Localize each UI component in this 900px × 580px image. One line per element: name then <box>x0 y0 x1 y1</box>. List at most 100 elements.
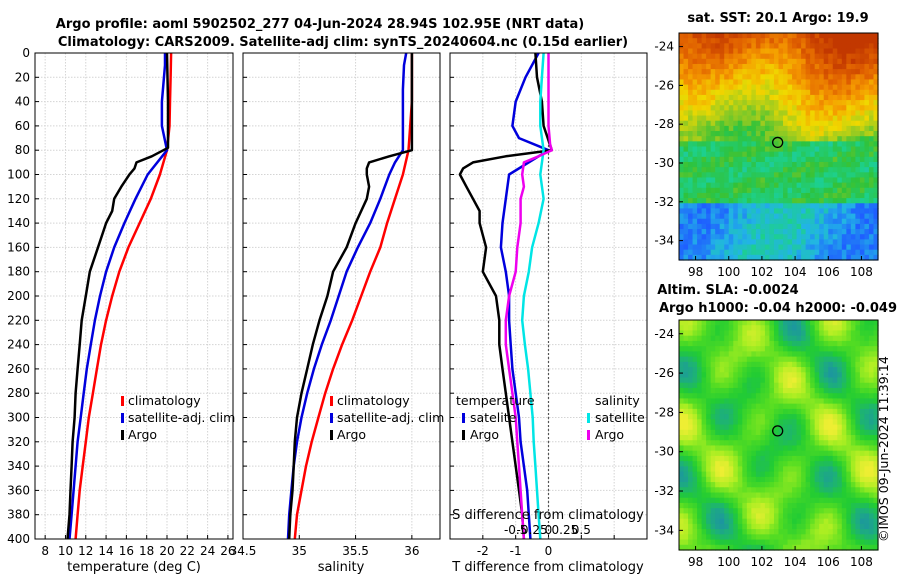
map-cell <box>783 440 789 447</box>
map-cell <box>810 529 816 535</box>
map-cell <box>697 424 703 431</box>
map-cell <box>792 151 798 158</box>
map-cell <box>701 497 707 504</box>
map-cell <box>841 403 847 410</box>
map-cell <box>755 213 762 220</box>
map-cell <box>683 43 689 50</box>
map-cell <box>683 105 689 111</box>
map-cell <box>737 435 743 441</box>
map-cell <box>701 335 707 342</box>
map-cell <box>724 161 730 168</box>
map-cell <box>697 33 703 39</box>
map-cell <box>719 249 725 256</box>
map-tick-label-y: -24 <box>654 327 674 341</box>
map-cell <box>787 445 793 452</box>
map-cell <box>859 476 866 483</box>
map-cell <box>701 487 707 494</box>
map-cell <box>873 105 879 111</box>
map-cell <box>873 513 879 520</box>
map-cell <box>801 115 807 122</box>
tick-label-x: 36 <box>404 544 419 558</box>
map-cell <box>733 414 739 420</box>
map-cell <box>868 161 875 168</box>
map-cell <box>823 48 829 55</box>
map-cell <box>778 440 784 447</box>
map-cell <box>796 172 802 179</box>
map-cell <box>683 218 689 225</box>
map-cell <box>850 94 856 101</box>
map-cell <box>679 182 685 189</box>
map-cell <box>787 534 793 541</box>
series-line-climatology <box>293 53 414 540</box>
map-cell <box>688 239 694 246</box>
map-cell <box>783 89 789 96</box>
map-cell <box>823 419 829 426</box>
map-cell <box>706 455 712 462</box>
map-cell <box>724 146 730 153</box>
map-cell <box>733 335 739 342</box>
map-cell <box>701 429 707 436</box>
map-cell <box>706 229 712 235</box>
map-cell <box>783 156 789 163</box>
map-cell <box>746 539 752 546</box>
map-cell <box>828 249 834 256</box>
map-cell <box>701 249 707 256</box>
map-cell <box>846 33 852 39</box>
map-cell <box>796 482 802 488</box>
s-tick-label: -0.5 <box>504 523 527 537</box>
map-cell <box>837 38 843 44</box>
map-cell <box>828 419 834 426</box>
map-cell <box>850 38 856 44</box>
map-cell <box>796 502 802 509</box>
map-cell <box>828 455 834 462</box>
map-cell <box>737 172 743 179</box>
map-cell <box>850 471 856 478</box>
map-cell <box>728 33 734 39</box>
map-cell <box>728 84 734 91</box>
map-cell <box>778 382 784 389</box>
map-cell <box>773 203 780 210</box>
map-cell <box>855 79 861 86</box>
map-cell <box>719 330 725 337</box>
map-cell <box>859 508 866 515</box>
map-cell <box>706 450 712 457</box>
map-cell <box>728 492 734 499</box>
s-tick-label: 0.25 <box>552 523 579 537</box>
map-cell <box>819 372 825 379</box>
map-cell <box>846 387 852 394</box>
map-cell <box>796 335 802 342</box>
map-cell <box>873 508 879 515</box>
map-cell <box>755 403 762 410</box>
map-cell <box>683 120 689 127</box>
map-cell <box>697 105 703 111</box>
map-cell <box>823 340 829 347</box>
map-cell <box>697 203 703 210</box>
map-cell <box>859 94 866 101</box>
map-cell <box>719 387 725 394</box>
map-cell <box>755 482 762 488</box>
map-cell <box>688 445 694 452</box>
map-cell <box>787 408 793 415</box>
map-cell <box>742 172 748 179</box>
map-cell <box>778 398 784 405</box>
map-cell <box>679 487 685 494</box>
map-cell <box>778 187 784 194</box>
map-cell <box>801 187 807 194</box>
map-cell <box>733 203 739 210</box>
map-cell <box>715 234 721 240</box>
map-cell <box>855 43 861 50</box>
map-cell <box>692 161 698 168</box>
map-cell <box>697 351 703 358</box>
map-cell <box>751 100 757 106</box>
map-cell <box>801 141 807 148</box>
map-cell <box>828 466 834 473</box>
map-cell <box>697 239 703 246</box>
map-cell <box>814 424 820 431</box>
map-cell <box>710 387 716 394</box>
map-cell <box>823 89 829 96</box>
map-cell <box>697 182 703 189</box>
map-cell <box>796 156 802 163</box>
map-cell <box>846 136 852 142</box>
map-cell <box>810 325 816 332</box>
map-cell <box>760 450 766 457</box>
